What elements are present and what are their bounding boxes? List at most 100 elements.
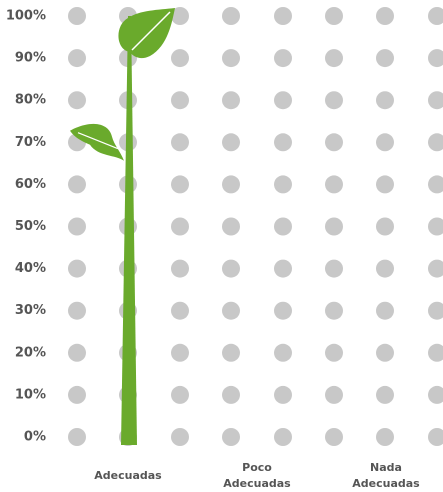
grid-dot <box>274 301 292 320</box>
grid-dot <box>222 217 240 236</box>
grid-dot <box>376 91 394 110</box>
grid-dot <box>376 385 394 404</box>
grid-dot <box>222 91 240 110</box>
grid-dot <box>325 49 343 68</box>
grid-dot <box>171 385 189 404</box>
grid-dot <box>428 7 443 25</box>
grid-dot <box>171 217 189 236</box>
grid-dot <box>428 343 443 362</box>
grid-dot <box>171 133 189 152</box>
x-tick-label: Nada Adecuadas <box>352 461 420 490</box>
grid-dot <box>274 217 292 236</box>
grid-dot <box>376 259 394 278</box>
grid-dot <box>428 49 443 68</box>
grid-dot <box>222 428 240 446</box>
grid-dot <box>325 91 343 110</box>
y-tick-label: 70% <box>15 135 46 150</box>
grid-dot <box>325 428 343 446</box>
grid-dot <box>274 7 292 25</box>
grid-dot <box>274 385 292 404</box>
grid-dots <box>68 49 443 68</box>
x-tick-label: Poco Adecuadas <box>223 461 291 490</box>
grid-dot <box>171 175 189 194</box>
grid-dots <box>68 91 443 110</box>
grid-dot <box>222 259 240 278</box>
grid-dot <box>171 301 189 320</box>
grid-dot <box>68 385 86 404</box>
grid-dot <box>222 7 240 25</box>
grid-dot <box>376 133 394 152</box>
grid-dot <box>171 428 189 446</box>
grid-dot <box>68 343 86 362</box>
y-tick-label: 100% <box>6 9 46 24</box>
grid-dot <box>171 49 189 68</box>
grid-dot <box>222 343 240 362</box>
grid-dot <box>222 133 240 152</box>
leaf <box>70 123 124 161</box>
y-tick-label: 10% <box>15 387 46 402</box>
grid-dot <box>376 428 394 446</box>
grid-dot <box>325 301 343 320</box>
grid-dot <box>68 91 86 110</box>
grid-dots <box>68 301 443 320</box>
grid-dot <box>68 7 86 25</box>
grid-dot <box>428 175 443 194</box>
grid-dot <box>222 301 240 320</box>
y-tick-label: 60% <box>15 177 46 192</box>
x-tick-label: Adecuadas <box>94 469 162 482</box>
grid-dot <box>222 49 240 68</box>
grid-dot <box>325 259 343 278</box>
grid-dot <box>428 91 443 110</box>
leaf-vein <box>77 132 119 150</box>
leaf-vein <box>131 11 171 51</box>
grid-dot <box>376 7 394 25</box>
grid-dot <box>428 217 443 236</box>
grid-dot <box>325 133 343 152</box>
y-tick-label: 20% <box>15 345 46 360</box>
y-tick-label: 0% <box>24 430 46 445</box>
grid-dot <box>274 259 292 278</box>
grid-dot <box>274 428 292 446</box>
grid-dot <box>68 259 86 278</box>
grid-dots <box>68 259 443 278</box>
grid-dot <box>274 91 292 110</box>
grid-dot <box>171 259 189 278</box>
grid-dot <box>428 259 443 278</box>
grid-dots <box>68 217 443 236</box>
grid-dot <box>325 175 343 194</box>
grid-dot <box>428 301 443 320</box>
grid-dot <box>325 385 343 404</box>
stem <box>121 16 137 445</box>
grid-dot <box>274 133 292 152</box>
grid-dot <box>68 301 86 320</box>
grid-dot <box>428 428 443 446</box>
grid-dot <box>68 175 86 194</box>
grid-dot <box>376 175 394 194</box>
grid-dot <box>274 343 292 362</box>
grid-dot <box>376 343 394 362</box>
y-tick-label: 30% <box>15 303 46 318</box>
grid-dot <box>171 7 189 25</box>
grid-dot <box>376 301 394 320</box>
plant <box>70 8 175 445</box>
grid-dot <box>222 385 240 404</box>
grid-dots <box>68 7 443 25</box>
grid-dot <box>222 175 240 194</box>
grid-dot <box>376 217 394 236</box>
grid-dot <box>68 217 86 236</box>
grid-dot <box>274 175 292 194</box>
y-tick-label: 80% <box>15 93 46 108</box>
grid-dots <box>68 133 443 152</box>
grid-dot <box>68 428 86 446</box>
y-tick-label: 50% <box>15 219 46 234</box>
y-tick-label: 40% <box>15 261 46 276</box>
grid-dot <box>68 49 86 68</box>
grid-dot <box>325 343 343 362</box>
grid-dots <box>68 175 443 194</box>
grid-dot <box>325 217 343 236</box>
grid-dot <box>274 49 292 68</box>
grid-dot <box>171 343 189 362</box>
grid-dot <box>428 133 443 152</box>
